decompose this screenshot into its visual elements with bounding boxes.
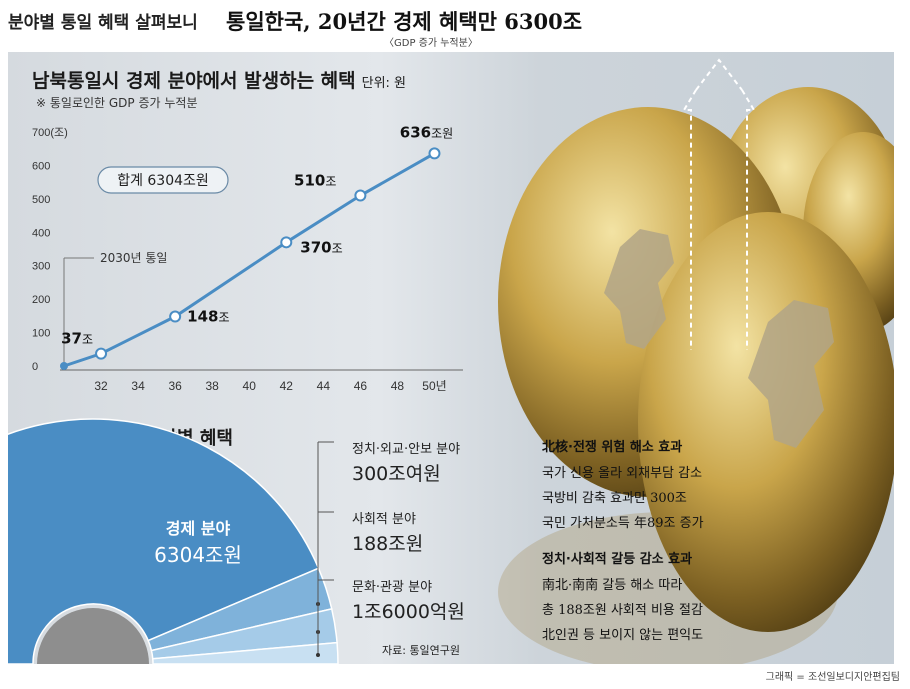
- pie-main-value: 6304조원: [154, 543, 242, 567]
- egg-front: [638, 212, 894, 632]
- x-tick-label: 34: [131, 379, 145, 392]
- source-note: 자료: 통일연구원: [382, 644, 461, 657]
- data-point: [428, 147, 441, 160]
- effect-line: 총 188조원 사회적 비용 절감: [542, 603, 703, 618]
- effect-block-security: 北核·전쟁 위험 해소 효과 국가 신용 올라 외채부담 감소 국방비 감축 효…: [542, 436, 704, 536]
- y-tick-label: 400: [32, 227, 50, 239]
- korea-map-shape: [604, 229, 674, 349]
- pie-slice-other: [151, 641, 339, 664]
- section-label: 분야별 통일 혜택 살펴보니: [8, 13, 198, 33]
- category-item: 문화·관광 분야 1조6000억원: [352, 576, 465, 624]
- effect-line: 국방비 감축 효과만 300조: [542, 491, 687, 506]
- category-value: 1조6000억원: [352, 601, 465, 623]
- series-line: [63, 152, 436, 368]
- leader-dot: [316, 653, 320, 657]
- data-point: [60, 362, 68, 370]
- data-point: [169, 310, 182, 323]
- category-label: 사회적 분야: [352, 512, 416, 527]
- total-box: [97, 166, 229, 194]
- category-label: 정치·외교·안보 분야: [352, 442, 461, 457]
- data-label: 510조: [294, 172, 336, 190]
- data-label: 148조: [187, 308, 229, 326]
- x-tick-label: 36: [168, 379, 182, 392]
- gdp-line-chart: 0 100 200 300 400 500 600 700(조) 32 34 36 38 40 42 44 4…: [32, 123, 463, 392]
- x-tick-label: 40: [243, 379, 257, 392]
- data-label: 37조: [61, 330, 93, 348]
- category-item: 사회적 분야 188조원: [352, 508, 423, 556]
- effect-heading: 北核·전쟁 위험 해소 효과: [542, 440, 683, 455]
- headline-subtitle: 〈GDP 증가 누적분〉: [384, 38, 478, 49]
- effect-line: 국민 가처분소득 年89조 증가: [542, 516, 704, 531]
- pie-main-label: 경제 분야: [166, 519, 231, 538]
- data-label: 370조: [300, 238, 342, 256]
- effect-line: 北인권 등 보이지 않는 편익도: [542, 628, 704, 643]
- header: 분야별 통일 혜택 살펴보니 통일한국, 20년간 경제 혜택만 6300조 〈…: [0, 0, 910, 52]
- arrow-up-icon: [682, 89, 697, 350]
- x-tick-label: 46: [354, 379, 368, 392]
- x-tick-label: 42: [280, 379, 294, 392]
- benefit-pie-chart: 경제 분야 6304조원: [8, 418, 339, 664]
- category-value: 188조원: [352, 533, 424, 555]
- infographic-panel: 남북통일시 경제 분야에서 발생하는 혜택 단위: 원 ※ 통일로인한 GDP 증…: [8, 52, 894, 664]
- category-value: 300조여원: [352, 463, 441, 485]
- chart-title: 남북통일시 경제 분야에서 발생하는 혜택 단위: 원: [32, 70, 407, 92]
- start-annotation: 2030년 통일: [100, 251, 167, 265]
- y-tick-label: 200: [32, 294, 50, 306]
- chart-note: ※ 통일로인한 GDP 증가 누적분: [36, 96, 198, 110]
- graphic-credit: 그래픽 = 조선일보디지안편집팀: [765, 672, 900, 683]
- y-tick-label: 700(조): [32, 127, 68, 139]
- y-tick-label: 300: [32, 261, 50, 273]
- category-label: 문화·관광 분야: [352, 580, 433, 595]
- total-label: 합계 6304조원: [117, 173, 209, 189]
- headline: 통일한국, 20년간 경제 혜택만 6300조: [226, 9, 583, 34]
- x-tick-label: 44: [317, 379, 331, 392]
- category-item: 정치·외교·안보 분야 300조여원: [352, 438, 460, 486]
- effect-heading: 정치·사회적 갈등 감소 효과: [542, 552, 693, 567]
- arrow-up-icon: [741, 89, 756, 350]
- data-point: [95, 347, 108, 360]
- x-tick-label: 50년: [422, 379, 446, 392]
- y-tick-label: 100: [32, 328, 50, 340]
- effect-line: 국가 신용 올라 외채부담 감소: [542, 466, 703, 481]
- korea-map-shape: [748, 300, 834, 448]
- y-tick-label: 500: [32, 194, 50, 206]
- data-label: 636조원: [400, 123, 453, 141]
- pie-center: [37, 608, 149, 664]
- x-tick-label: 32: [94, 379, 108, 392]
- x-tick-label: 48: [391, 379, 405, 392]
- golden-eggs-illustration: [498, 58, 894, 664]
- effect-block-social: 정치·사회적 갈등 감소 효과 南北·南南 갈등 해소 따라 총 188조원 사…: [542, 548, 703, 648]
- effect-line: 南北·南南 갈등 해소 따라: [542, 578, 683, 593]
- pie-slice-economy: [8, 418, 320, 664]
- x-tick-label: 38: [206, 379, 220, 392]
- data-point: [354, 189, 367, 202]
- arrow-head-icon: [695, 58, 743, 91]
- y-tick-label: 600: [32, 160, 50, 172]
- data-point: [280, 236, 293, 249]
- y-tick-label: 0: [32, 361, 38, 373]
